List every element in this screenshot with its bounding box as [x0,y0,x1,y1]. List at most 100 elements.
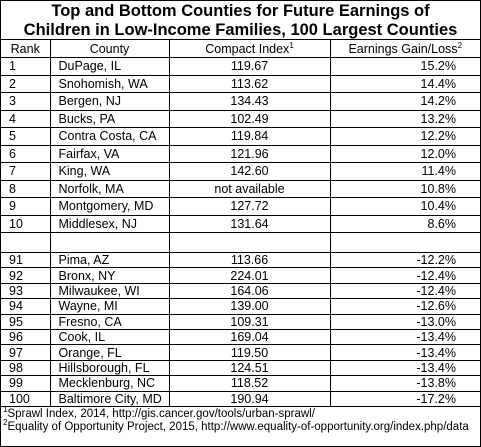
table-row: 97 Orange, FL 119.50 -13.4% [1,344,480,361]
table-row: 92 Bronx, NY 224.01 -12.4% [1,267,480,284]
footnote: 2Equality of Opportunity Project, 2015, … [3,417,480,434]
table-cell: 131.64 [168,214,331,233]
table-row: 3 Bergen, NJ 134.43 14.2% [1,92,480,111]
table-cell: 93 [1,282,51,300]
table-cell: -12.2% [329,251,480,269]
table-cell: 11.4% [329,162,480,181]
header-cell: Rank [1,40,51,58]
header-cell: Compact Index1 [168,40,331,58]
table-cell: 12.0% [329,144,480,163]
table-cell: Norfolk, MA [49,179,170,198]
table-cell: 99 [1,375,51,392]
table-row: 91 Pima, AZ 113.66 -12.2% [1,251,480,269]
table-cell: Contra Costa, CA [49,127,170,146]
table-cell: King, WA [49,162,170,181]
table-cell: 14.2% [329,92,480,111]
table-cell: Mecklenburg, NC [49,375,170,392]
table-cell: 96 [1,328,51,346]
table-cell: 94 [1,298,51,315]
table-cell: 8 [1,179,51,198]
table-cell: 12.2% [329,127,480,146]
table-cell: 113.62 [168,74,331,93]
table-cell: 100 [1,390,51,407]
table-cell: -13.4% [329,328,480,346]
table-row: 95 Fresno, CA 109.31 -13.0% [1,313,480,330]
table-cell: 95 [1,313,51,330]
table-cell: -12.4% [329,267,480,284]
table-cell: Bergen, NJ [49,92,170,111]
table-cell: Baltimore City, MD [49,390,170,407]
footnote-mark: 1 [3,404,8,414]
table: Rank County Compact Index1 Earnings Gain/Lo… [1,40,480,407]
table-cell: 102.49 [168,109,331,128]
table-cell: Pima, AZ [49,251,170,269]
table-cell: 190.94 [168,390,331,407]
footnote-ref: 2 [457,40,463,50]
header-cell: Earnings Gain/Loss2 [329,40,480,58]
table-cell: -13.4% [329,359,480,377]
table-cell: 169.04 [168,328,331,346]
footnote-ref: 1 [289,40,294,50]
header-text: County [89,41,130,56]
table-cell: -12.6% [329,298,480,315]
table-row: 4 Bucks, PA 102.49 13.2% [1,109,480,128]
spacer-cell [49,232,170,253]
header-text: Rank [10,41,40,56]
table-cell: 119.67 [168,57,331,76]
table-cell: Middlesex, NJ [49,214,170,233]
spacer-cell [168,232,331,253]
table-cell: Orange, FL [49,344,170,361]
footnote-text: Sprawl Index, 2014, http://gis.cancer.go… [7,407,315,420]
table-cell: 9 [1,197,51,216]
table-cell: 2 [1,74,51,93]
table-cell: Cook, IL [49,328,170,346]
table-row: 6 Fairfax, VA 121.96 12.0% [1,144,480,163]
table-cell: 124.51 [168,359,331,377]
table-row: 100 Baltimore City, MD 190.94 -17.2% [1,390,480,407]
table-cell: 142.60 [168,162,331,181]
table-cell: Montgomery, MD [49,197,170,216]
table-cell: Wayne, MI [49,298,170,315]
table-cell: 13.2% [329,109,480,128]
table-cell: Fairfax, VA [49,144,170,163]
table-cell: 119.84 [168,127,331,146]
table-cell: 118.52 [168,375,331,392]
table-row: 7 King, WA 142.60 11.4% [1,162,480,181]
table-cell: Hillsborough, FL [49,359,170,377]
table-cell: -13.4% [329,344,480,361]
table-row: 99 Mecklenburg, NC 118.52 -13.8% [1,375,480,392]
footnote-mark: 2 [3,417,8,427]
table-cell: 4 [1,109,51,128]
table-cell: Snohomish, WA [49,74,170,93]
table-cell: 164.06 [168,282,331,300]
table-cell: 10 [1,214,51,233]
title-line: Top and Bottom Counties for Future Earni… [51,2,430,20]
table-cell: 119.50 [168,344,331,361]
table-cell: 92 [1,267,51,284]
table-cell: 6 [1,144,51,163]
table-row: 96 Cook, IL 169.04 -13.4% [1,328,480,346]
table-row: 98 Hillsborough, FL 124.51 -13.4% [1,359,480,377]
table-cell: Fresno, CA [49,313,170,330]
table-cell: 98 [1,359,51,377]
header-row: Rank County Compact Index1 Earnings Gain/Lo… [1,40,480,58]
table-cell: 97 [1,344,51,361]
table-cell: 121.96 [168,144,331,163]
header-text: Compact Index [205,41,290,56]
table-cell: 134.43 [168,92,331,111]
table-cell: Bronx, NY [49,267,170,284]
table-row: 94 Wayne, MI 139.00 -12.6% [1,298,480,315]
table-cell: 1 [1,57,51,76]
title: Top and Bottom Counties for Future Earni… [1,1,480,40]
table-cell: 109.31 [168,313,331,330]
table-row: 10 Middlesex, NJ 131.64 8.6% [1,214,480,233]
table-cell: 14.4% [329,74,480,93]
table-cell: -17.2% [329,390,480,407]
table-cell: 127.72 [168,197,331,216]
table-cell: not available [168,179,331,198]
table-cell: 15.2% [329,57,480,76]
table-row: 5 Contra Costa, CA 119.84 12.2% [1,127,480,146]
footnotes: 1Sprawl Index, 2014, http://gis.cancer.g… [1,404,480,434]
table-cell: -13.0% [329,313,480,330]
